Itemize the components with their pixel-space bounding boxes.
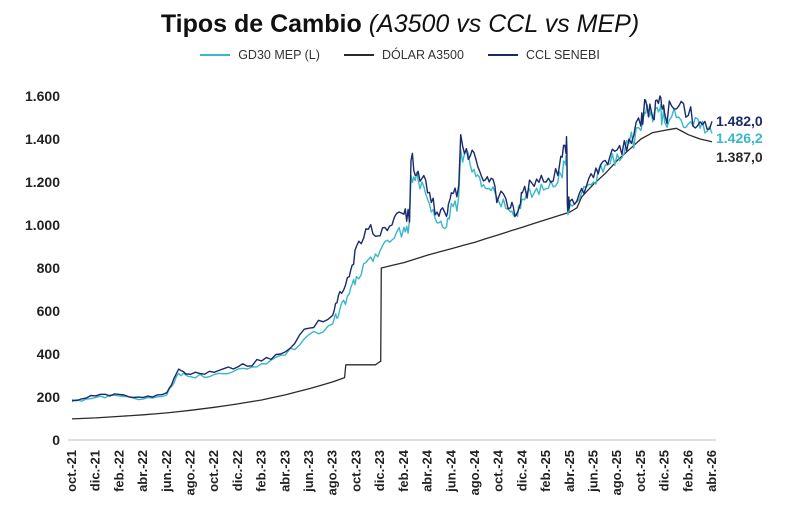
x-tick-label: ago.-24 bbox=[467, 449, 482, 495]
end-label-mep: 1.426,2 bbox=[716, 130, 763, 146]
x-tick-label: oct.-24 bbox=[491, 449, 506, 492]
legend-swatch-ccl bbox=[487, 54, 518, 56]
x-tick-label: jun.-23 bbox=[301, 450, 316, 493]
chart-title-main: Tipos de Cambio bbox=[160, 10, 362, 38]
x-tick-label: oct.-23 bbox=[348, 450, 363, 492]
legend-swatch-mep bbox=[200, 54, 231, 56]
series-line-a3500 bbox=[71, 127, 713, 420]
legend-item-ccl: CCL SENEBI bbox=[487, 48, 600, 62]
x-tick-label: abr.-22 bbox=[135, 450, 150, 492]
x-tick-label: oct.-21 bbox=[64, 450, 79, 492]
x-tick-label: feb.-25 bbox=[538, 450, 553, 492]
end-label-ccl: 1.482,0 bbox=[716, 113, 763, 129]
chart-title-sub: (A3500 vs CCL vs MEP) bbox=[368, 10, 640, 38]
x-tick-label: abr.-25 bbox=[562, 450, 577, 492]
x-tick-label: feb.-24 bbox=[396, 449, 411, 492]
x-tick-label: abr.-23 bbox=[277, 450, 292, 492]
legend-item-mep: GD30 MEP (L) bbox=[200, 48, 320, 62]
x-tick-label: ago.-23 bbox=[325, 450, 340, 496]
x-tick-label: abr.-24 bbox=[420, 449, 435, 492]
legend: GD30 MEP (L) DÓLAR A3500 CCL SENEBI bbox=[0, 48, 800, 62]
x-tick-label: jun.-25 bbox=[585, 450, 600, 493]
y-tick-label: 400 bbox=[37, 346, 61, 362]
legend-label-mep: GD30 MEP (L) bbox=[238, 48, 320, 62]
y-tick-label: 200 bbox=[37, 389, 61, 405]
end-label-a3500: 1.387,0 bbox=[716, 149, 763, 165]
y-tick-label: 0 bbox=[52, 432, 60, 448]
legend-swatch-a3500 bbox=[343, 54, 374, 56]
x-tick-label: ago.-22 bbox=[183, 450, 198, 496]
x-tick-label: dic.-25 bbox=[657, 450, 672, 491]
legend-label-ccl: CCL SENEBI bbox=[525, 48, 600, 62]
legend-item-a3500: DÓLAR A3500 bbox=[343, 48, 464, 62]
x-tick-label: feb.-26 bbox=[680, 450, 695, 492]
x-tick-label: abr.-26 bbox=[704, 450, 719, 492]
y-tick-label: 800 bbox=[37, 260, 61, 276]
x-tick-label: oct.-25 bbox=[633, 450, 648, 492]
x-tick-label: dic.-21 bbox=[88, 450, 103, 491]
x-tick-label: feb.-23 bbox=[254, 450, 269, 492]
x-tick-label: dic.-24 bbox=[514, 449, 529, 491]
x-tick-label: feb.-22 bbox=[111, 450, 126, 492]
x-tick-label: jun.-22 bbox=[159, 450, 174, 493]
x-tick-label: dic.-23 bbox=[372, 450, 387, 491]
series-line-mep bbox=[71, 103, 713, 403]
y-tick-label: 1.000 bbox=[25, 217, 60, 233]
x-tick-label: dic.-22 bbox=[230, 450, 245, 491]
x-tick-label: jun.-24 bbox=[443, 449, 458, 493]
legend-label-a3500: DÓLAR A3500 bbox=[381, 48, 464, 62]
x-tick-label: oct.-22 bbox=[206, 450, 221, 492]
y-tick-label: 1.600 bbox=[25, 88, 60, 104]
y-tick-label: 1.400 bbox=[25, 131, 60, 147]
y-tick-label: 600 bbox=[37, 303, 61, 319]
x-tick-label: ago.-25 bbox=[609, 450, 624, 496]
y-tick-label: 1.200 bbox=[25, 174, 60, 190]
chart-title: Tipos de Cambio (A3500 vs CCL vs MEP) bbox=[0, 8, 800, 40]
series-line-ccl bbox=[71, 95, 713, 402]
